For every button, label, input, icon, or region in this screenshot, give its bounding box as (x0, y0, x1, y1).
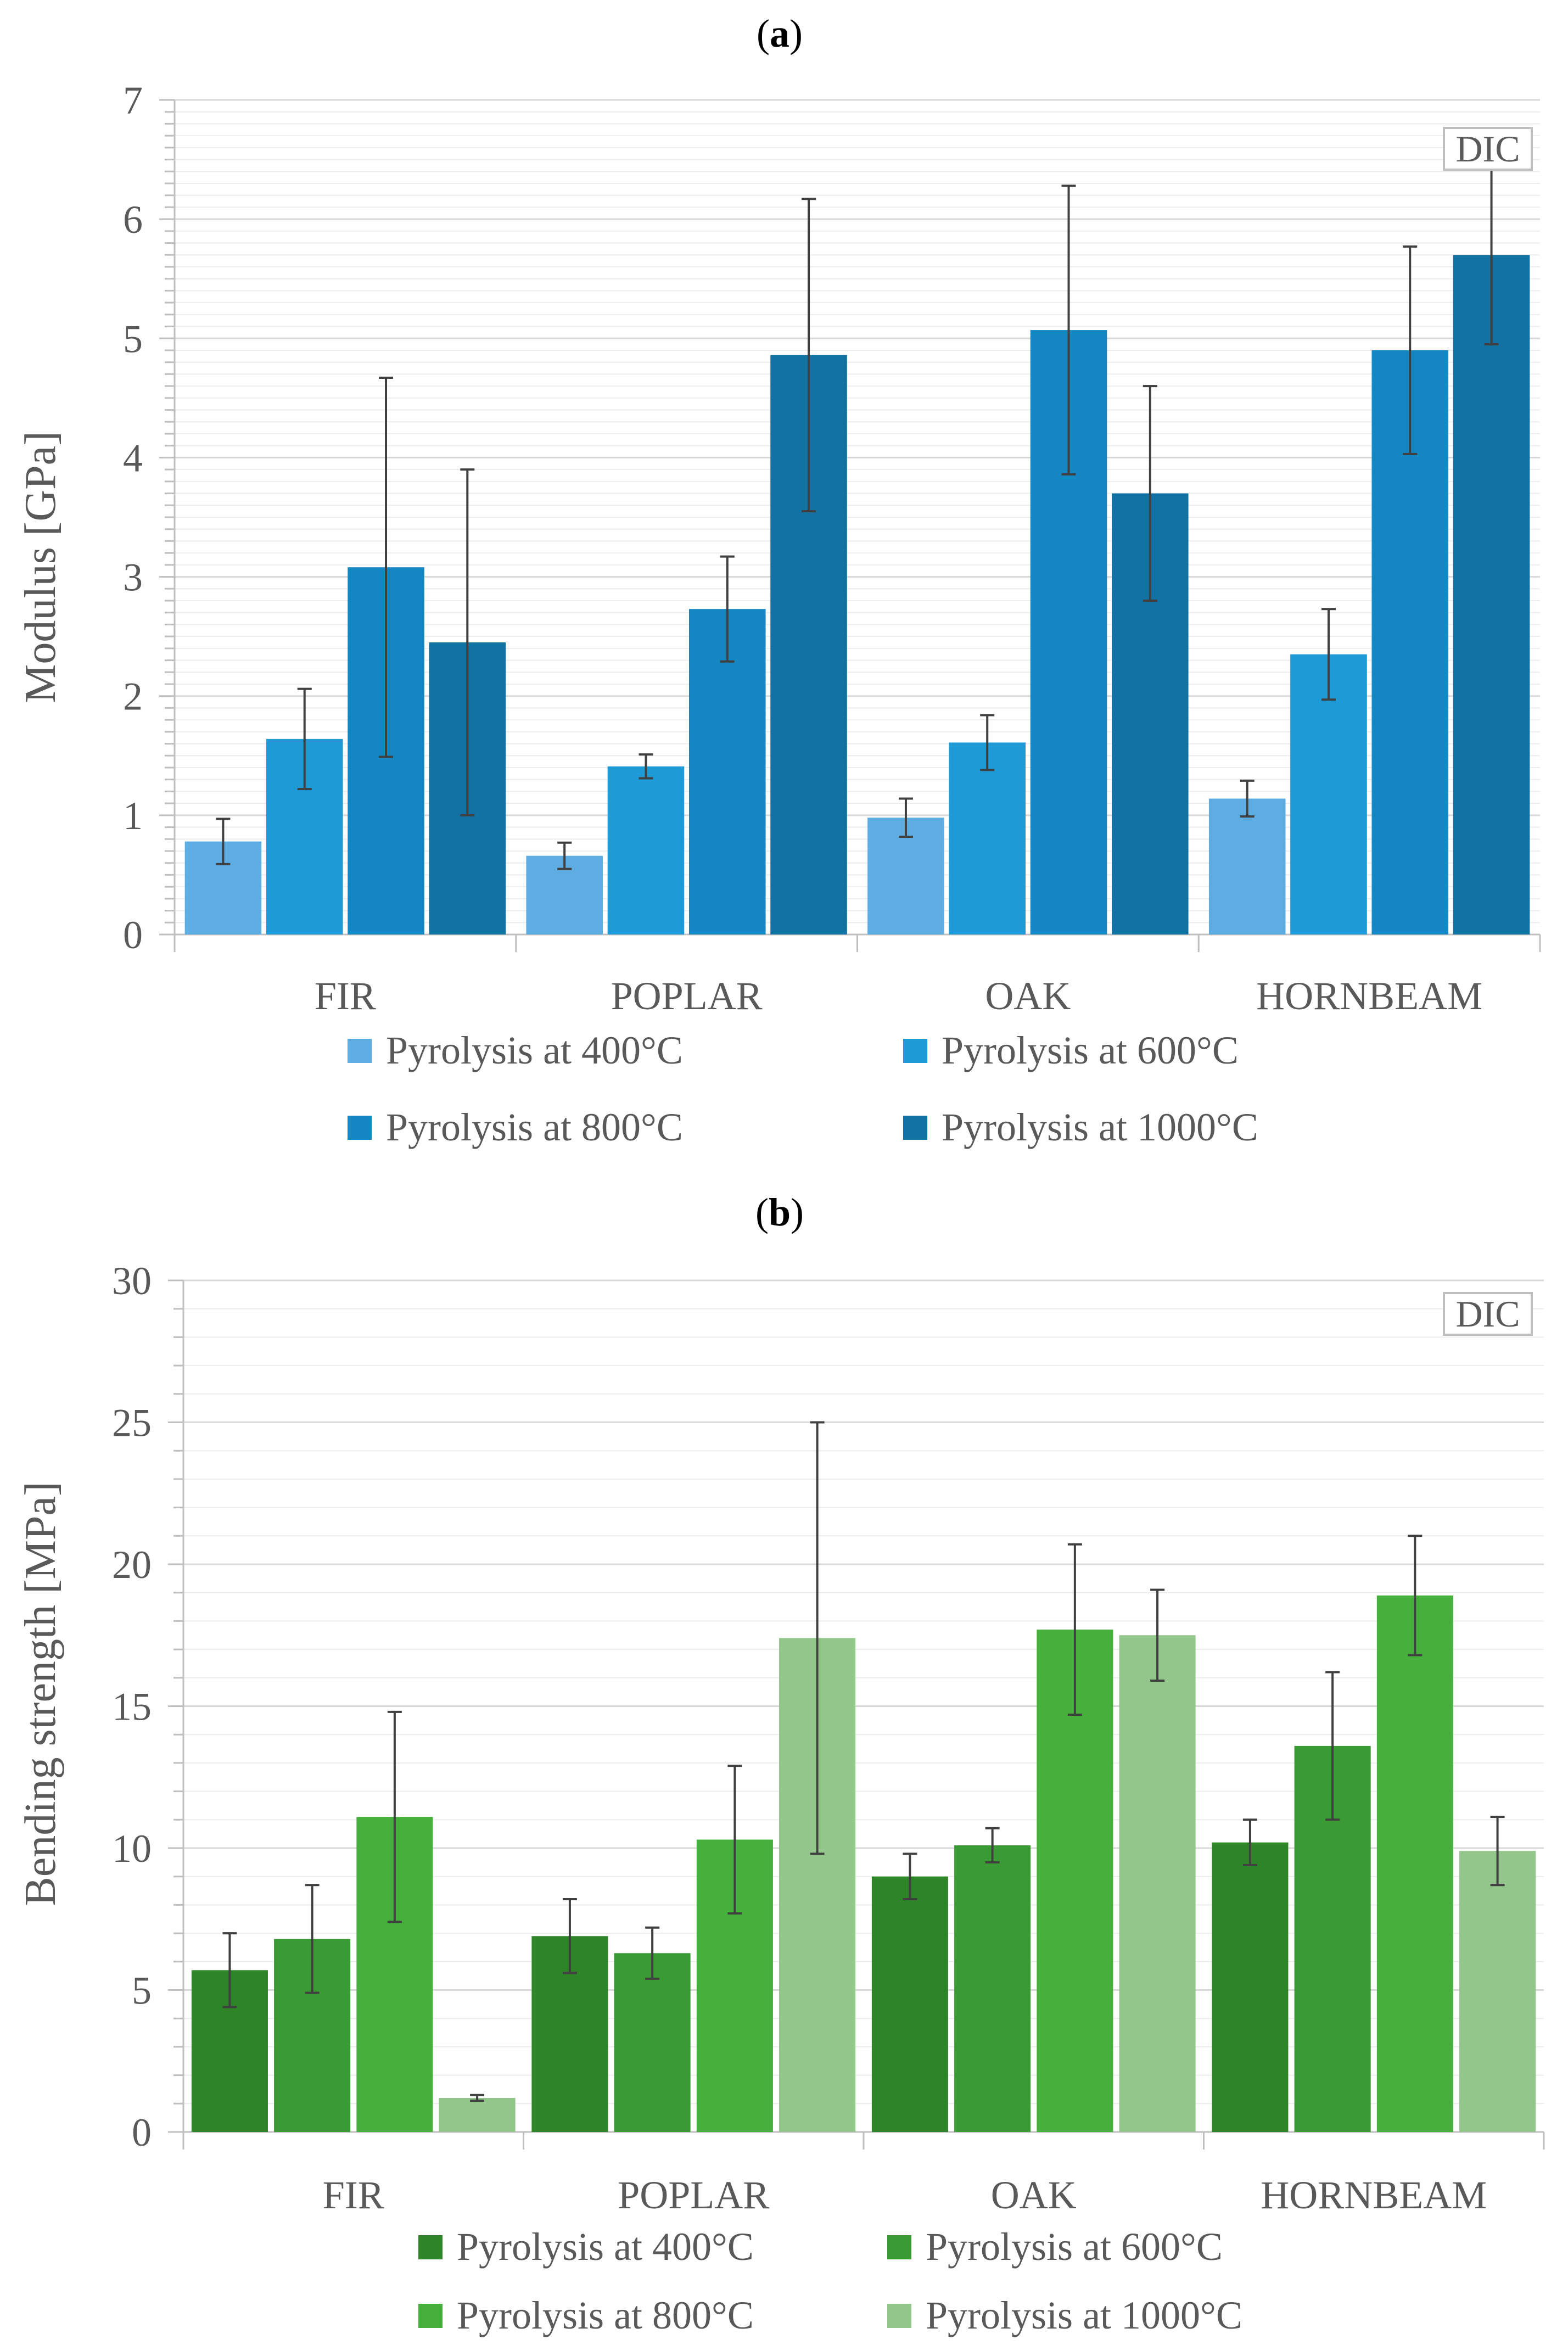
bar (614, 1953, 691, 2132)
bar (954, 1845, 1031, 2132)
bar (1290, 654, 1367, 934)
y-tick-label: 10 (112, 1827, 152, 1871)
bar (607, 766, 685, 934)
bar (871, 1876, 948, 2132)
legend: Pyrolysis at 400°C Pyrolysis at 600°C Py… (418, 2225, 1242, 2337)
bar (1459, 1851, 1536, 2132)
y-tick-label: 2 (123, 675, 143, 719)
legend-item: Pyrolysis at 800°C (348, 1105, 683, 1149)
legend-swatch (903, 1116, 927, 1140)
category-label: HORNBEAM (1256, 974, 1482, 1018)
legend-item: Pyrolysis at 400°C (418, 2225, 754, 2269)
bar (1453, 255, 1530, 935)
y-axis-title: Modulus [GPa] (16, 431, 65, 703)
y-tick-label: 30 (112, 1259, 152, 1303)
legend-item: Pyrolysis at 1000°C (903, 1105, 1258, 1149)
y-tick-label: 0 (123, 913, 143, 957)
legend-swatch (887, 2304, 911, 2328)
category-label: OAK (985, 974, 1071, 1018)
annotation-label: DIC (1455, 1293, 1520, 1335)
bar (439, 2097, 516, 2132)
y-tick-label: 5 (123, 317, 143, 361)
panel-b: (b) Bending strength [MPa] 0 5 10 15 20 25 30 F… (16, 1190, 1545, 2337)
legend-item: Pyrolysis at 600°C (887, 2225, 1223, 2269)
y-axis-title: Bending strength [MPa] (16, 1481, 65, 1906)
legend-label: Pyrolysis at 800°C (386, 1105, 683, 1149)
panel-a: (a) Modulus [GPa] 0 1 2 3 4 5 6 7 FIR POPLAR OAK HO… (16, 12, 1541, 1149)
y-tick-label: 20 (112, 1543, 152, 1587)
panel-a-label: (a) (757, 12, 803, 55)
plot-area: 0 1 2 3 4 5 6 7 FIR POPLAR OAK HORNBEAM DIC (123, 79, 1541, 1018)
legend-swatch (418, 2304, 443, 2328)
bar (688, 609, 766, 934)
bar (1119, 1635, 1196, 2132)
legend-swatch (348, 1116, 372, 1140)
plot-area: 0 5 10 15 20 25 30 FIR POPLAR OAK HORNBEAM DIC (112, 1259, 1545, 2217)
annotation-label: DIC (1455, 128, 1520, 170)
legend-label: Pyrolysis at 600°C (942, 1028, 1239, 1072)
y-tick-label: 3 (123, 556, 143, 600)
bar (949, 742, 1026, 934)
legend: Pyrolysis at 400°C Pyrolysis at 600°C Py… (348, 1028, 1258, 1149)
annotation-box (1443, 1292, 1533, 1336)
y-tick-label: 4 (123, 436, 143, 480)
panel-b-label: (b) (755, 1190, 804, 1234)
legend-label: Pyrolysis at 400°C (457, 2225, 754, 2269)
y-tick-label: 5 (132, 1969, 152, 2013)
category-label: OAK (991, 2173, 1077, 2217)
legend-item: Pyrolysis at 1000°C (887, 2293, 1242, 2337)
legend-swatch (887, 2235, 911, 2259)
bar (1212, 1842, 1289, 2132)
annotation-box (1443, 127, 1533, 171)
legend-item: Pyrolysis at 600°C (903, 1028, 1239, 1072)
legend-item: Pyrolysis at 400°C (348, 1028, 683, 1072)
legend-label: Pyrolysis at 1000°C (926, 2293, 1242, 2337)
category-label: POPLAR (611, 974, 763, 1018)
y-tick-label: 6 (123, 198, 143, 242)
bar (1376, 1595, 1453, 2132)
y-tick-label: 0 (132, 2111, 152, 2154)
category-label: POPLAR (618, 2173, 769, 2217)
legend-label: Pyrolysis at 600°C (926, 2225, 1223, 2269)
bar (1208, 798, 1286, 934)
y-tick-label: 15 (112, 1685, 152, 1729)
y-tick-label: 1 (123, 794, 143, 838)
legend-label: Pyrolysis at 800°C (457, 2293, 754, 2337)
category-label: FIR (315, 974, 376, 1018)
legend-swatch (418, 2235, 443, 2259)
legend-label: Pyrolysis at 1000°C (942, 1105, 1258, 1149)
category-label: FIR (323, 2173, 384, 2217)
category-label: HORNBEAM (1261, 2173, 1487, 2217)
legend-swatch (348, 1039, 372, 1063)
legend-item: Pyrolysis at 800°C (418, 2293, 754, 2337)
legend-label: Pyrolysis at 400°C (386, 1028, 683, 1072)
y-tick-label: 7 (123, 79, 143, 122)
legend-swatch (903, 1039, 927, 1063)
y-tick-label: 25 (112, 1401, 152, 1445)
